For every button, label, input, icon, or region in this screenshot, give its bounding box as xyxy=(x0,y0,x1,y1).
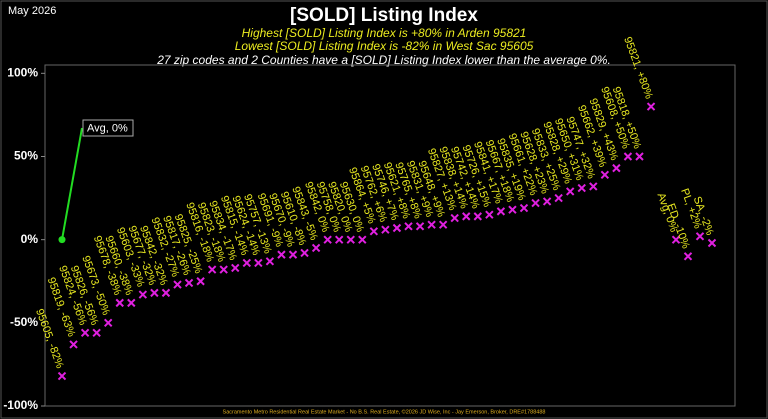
point xyxy=(69,340,78,349)
point xyxy=(103,318,113,328)
chart-title: [SOLD] Listing Index xyxy=(290,5,478,26)
plot-area xyxy=(44,64,736,407)
point xyxy=(173,280,182,289)
point xyxy=(496,207,506,216)
point xyxy=(115,298,124,308)
average-point xyxy=(58,236,66,244)
point xyxy=(138,290,148,299)
point xyxy=(369,227,379,236)
point xyxy=(358,235,367,244)
point xyxy=(671,235,681,244)
point xyxy=(57,371,67,381)
point xyxy=(231,263,240,273)
note: 27 zip codes and 2 Counties have a [SOLD… xyxy=(156,53,611,67)
annotation: Avg, 0% xyxy=(87,122,128,134)
point xyxy=(415,222,425,231)
point xyxy=(565,187,575,196)
point xyxy=(392,223,402,233)
y-tick-label: 100% xyxy=(7,65,38,79)
point xyxy=(381,225,390,234)
point xyxy=(635,152,644,161)
point xyxy=(219,265,228,274)
point xyxy=(427,220,436,229)
point xyxy=(277,250,286,259)
y-tick-label: 0% xyxy=(21,232,39,246)
point xyxy=(438,220,448,229)
point xyxy=(508,205,517,214)
point xyxy=(265,257,275,266)
point xyxy=(707,238,717,248)
point xyxy=(450,213,459,223)
y-tick-label: 50% xyxy=(14,149,38,163)
date: May 2026 xyxy=(8,5,56,17)
point xyxy=(92,328,101,338)
point xyxy=(323,235,332,244)
point xyxy=(80,328,90,338)
point xyxy=(577,183,586,193)
point xyxy=(207,265,217,274)
point xyxy=(184,278,194,288)
point xyxy=(646,102,656,111)
footer: Sacramento Metro Residential Real Estate… xyxy=(223,408,546,415)
point xyxy=(554,193,563,203)
y-tick-label: -100% xyxy=(3,398,38,412)
point xyxy=(695,232,705,241)
point xyxy=(485,210,494,219)
point xyxy=(519,203,529,213)
point xyxy=(531,198,540,208)
point xyxy=(288,250,298,259)
point xyxy=(683,252,693,261)
point xyxy=(404,222,413,231)
point xyxy=(462,212,471,221)
point xyxy=(242,258,252,268)
point xyxy=(300,248,309,258)
point xyxy=(311,243,321,253)
point xyxy=(473,212,483,221)
point xyxy=(600,170,610,179)
point xyxy=(161,288,171,298)
annotation-box xyxy=(82,119,134,137)
subtitle: Lowest [SOLD] Listing Index is -82% in W… xyxy=(235,39,534,53)
annotation-line xyxy=(61,127,83,240)
y-tick-label: -50% xyxy=(10,315,38,329)
point xyxy=(542,197,552,206)
point xyxy=(612,163,621,173)
point xyxy=(196,277,205,286)
point xyxy=(346,235,355,244)
point xyxy=(623,152,633,161)
data-label: 95821, +80% xyxy=(621,35,655,101)
point xyxy=(150,288,159,298)
point xyxy=(334,235,344,244)
subtitle: Highest [SOLD] Listing Index is +80% in … xyxy=(242,26,527,40)
point xyxy=(254,258,263,268)
point xyxy=(127,298,136,308)
point xyxy=(589,182,598,191)
